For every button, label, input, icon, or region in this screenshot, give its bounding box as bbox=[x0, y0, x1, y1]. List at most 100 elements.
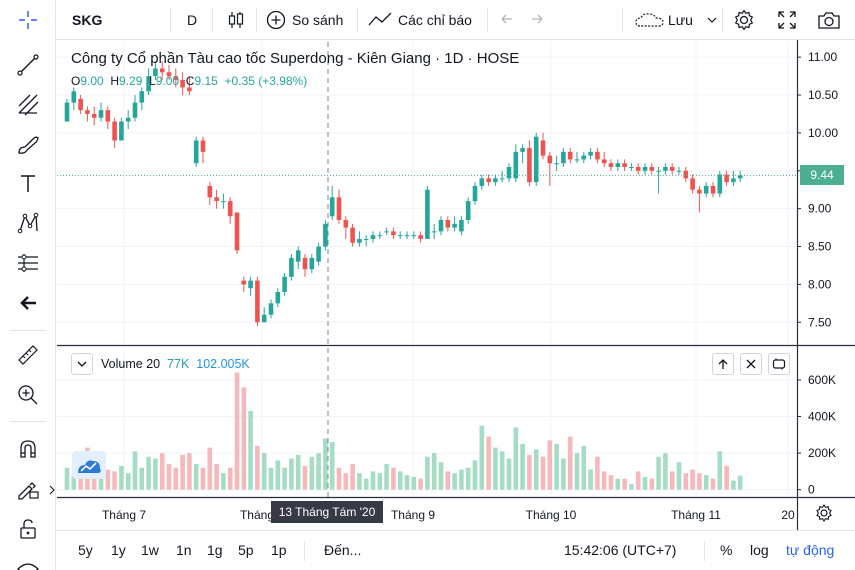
candle-body bbox=[601, 159, 607, 164]
volume-bar bbox=[601, 471, 607, 490]
brush-tool[interactable] bbox=[12, 129, 44, 161]
scale-settings-button[interactable] bbox=[812, 502, 836, 524]
candle-body bbox=[499, 178, 505, 180]
candle-body bbox=[663, 166, 668, 171]
crosshair-icon bbox=[19, 11, 37, 29]
range-1p[interactable]: 1p bbox=[271, 542, 287, 558]
volume-bar bbox=[71, 475, 77, 490]
low-value: 9.00 bbox=[155, 74, 180, 88]
goto-date-button[interactable]: Đến... bbox=[324, 542, 362, 558]
lock-draw-icon bbox=[18, 482, 39, 500]
volume-bar bbox=[98, 478, 104, 490]
text-tool[interactable] bbox=[12, 167, 44, 199]
compare-button[interactable]: So sánh bbox=[266, 0, 343, 40]
volume-bar bbox=[459, 469, 464, 490]
candle-body bbox=[452, 223, 457, 228]
volume-bar bbox=[363, 478, 369, 490]
candle-body bbox=[234, 212, 240, 251]
candle-body bbox=[397, 235, 403, 237]
candle-body bbox=[241, 280, 247, 285]
volume-bar bbox=[465, 467, 471, 490]
candle-body bbox=[391, 231, 396, 236]
redo-button[interactable] bbox=[527, 0, 547, 40]
volume-bar bbox=[255, 445, 260, 490]
candle-body bbox=[431, 231, 437, 233]
candle-body bbox=[533, 136, 539, 183]
candle-body bbox=[649, 166, 655, 171]
undo-icon bbox=[501, 14, 512, 24]
volume-bar bbox=[125, 473, 131, 490]
volume-bar bbox=[581, 445, 587, 490]
volume-bar bbox=[105, 469, 111, 490]
volume-collapse-button[interactable] bbox=[71, 353, 93, 375]
trend-line-tool[interactable] bbox=[12, 49, 44, 81]
volume-bar bbox=[221, 473, 226, 490]
volume-bars bbox=[64, 372, 743, 490]
projection-tool[interactable] bbox=[12, 247, 44, 279]
magnet-tool[interactable] bbox=[12, 433, 44, 465]
range-1y[interactable]: 1y bbox=[111, 542, 126, 558]
volume-bar bbox=[479, 425, 485, 490]
pattern-tool[interactable] bbox=[12, 207, 44, 239]
snapshot-button[interactable] bbox=[816, 0, 842, 40]
candle-body bbox=[357, 238, 362, 243]
auto-scale-toggle[interactable]: tự động bbox=[786, 542, 835, 558]
pitchfork-tool[interactable] bbox=[12, 89, 44, 121]
stay-drawing-tool[interactable] bbox=[12, 473, 44, 505]
volume-bar bbox=[669, 471, 675, 490]
tradingview-logo[interactable] bbox=[72, 451, 106, 479]
volume-tick-label: 200K bbox=[808, 446, 836, 460]
time-tick-label: Tháng 9 bbox=[391, 508, 435, 522]
interval-button[interactable]: D bbox=[187, 12, 198, 28]
crosshair-tool-button[interactable] bbox=[12, 4, 44, 36]
range-1n[interactable]: 1n bbox=[176, 542, 192, 558]
save-button[interactable]: Lưu bbox=[634, 0, 717, 40]
candle-body bbox=[465, 201, 471, 221]
chart-style-button[interactable] bbox=[226, 0, 246, 40]
range-1g[interactable]: 1g bbox=[207, 542, 223, 558]
cloud-icon bbox=[635, 13, 664, 27]
candle-body bbox=[302, 257, 308, 270]
volume-bar bbox=[703, 475, 709, 490]
pane-up-button[interactable] bbox=[712, 353, 734, 375]
zoom-tool[interactable] bbox=[12, 379, 44, 411]
chart-title: Công ty Cổ phần Tàu cao tốc Superdong - … bbox=[71, 50, 520, 67]
symbol-search[interactable]: SKG bbox=[72, 12, 103, 28]
volume-bar bbox=[493, 447, 498, 490]
lock-drawings-tool[interactable] bbox=[12, 513, 44, 545]
range-5p[interactable]: 5p bbox=[238, 542, 254, 558]
arrow-up-icon bbox=[718, 359, 728, 369]
pane-maximize-button[interactable] bbox=[768, 353, 790, 375]
drawing-toolbar bbox=[0, 0, 56, 570]
hide-toolbar-button[interactable] bbox=[12, 287, 44, 319]
range-5y[interactable]: 5y bbox=[78, 542, 93, 558]
volume-bar bbox=[384, 464, 389, 490]
volume-bar bbox=[656, 456, 661, 490]
expand-tool-group[interactable] bbox=[48, 482, 56, 498]
candle-body bbox=[261, 314, 267, 323]
volume-bar bbox=[261, 453, 267, 490]
volume-bar bbox=[316, 453, 321, 490]
volume-bar bbox=[173, 467, 179, 490]
indicators-button[interactable]: Các chỉ báo bbox=[367, 0, 472, 40]
candle-body bbox=[166, 72, 172, 77]
range-1w[interactable]: 1w bbox=[141, 542, 159, 558]
volume-bar bbox=[377, 473, 383, 490]
log-scale-toggle[interactable]: log bbox=[750, 542, 769, 558]
candle-body bbox=[112, 121, 117, 141]
percent-scale-toggle[interactable]: % bbox=[720, 542, 733, 558]
high-value: 9.29 bbox=[119, 74, 143, 88]
hide-drawings-tool[interactable] bbox=[12, 553, 44, 570]
candle-body bbox=[370, 235, 376, 239]
settings-button[interactable] bbox=[732, 0, 756, 40]
undo-button[interactable] bbox=[497, 0, 517, 40]
fullscreen-button[interactable] bbox=[776, 0, 798, 40]
pane-close-button[interactable] bbox=[740, 353, 762, 375]
volume-name: Volume bbox=[101, 357, 143, 371]
volume-bar bbox=[214, 464, 219, 490]
timezone-clock[interactable]: 15:42:06 (UTC+7) bbox=[564, 542, 677, 558]
candle-body bbox=[316, 246, 321, 262]
magnet-icon bbox=[20, 440, 36, 458]
measure-tool[interactable] bbox=[12, 339, 44, 371]
